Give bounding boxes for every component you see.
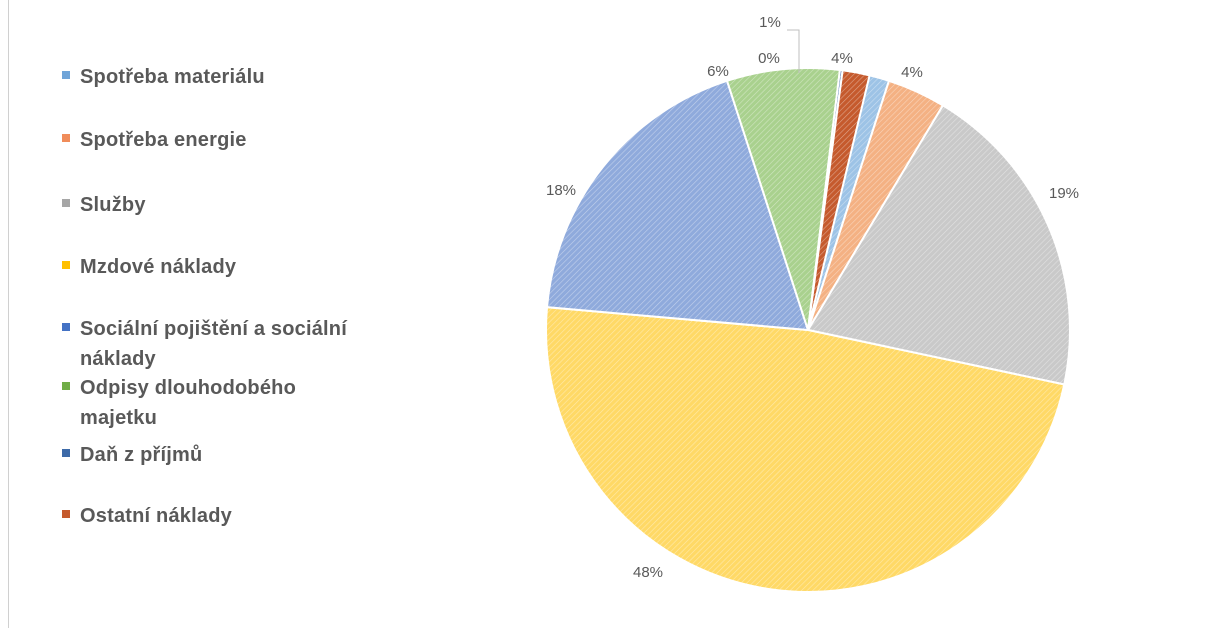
legend-label: Ostatní náklady (80, 505, 232, 527)
legend-item-dan-z-prijmu: Daň z příjmů (62, 440, 402, 470)
legend-swatch (62, 134, 70, 142)
legend-label: Mzdové náklady (80, 256, 237, 278)
data-label-socialni-pojisteni-a-socialni-naklady: 18% (546, 182, 576, 199)
legend-swatch (62, 261, 70, 269)
chart-frame-border (8, 0, 9, 628)
pie-data-labels: 4% 4% 19% 48% 18% 6% 0% 1% (546, 14, 1079, 581)
legend-swatch (62, 199, 70, 207)
legend-swatch (62, 323, 70, 331)
legend-swatch (62, 510, 70, 518)
legend-label: Spotřeba materiálu (80, 66, 265, 88)
label-leader-line (787, 29, 800, 73)
data-label-ostatni-naklady: 1% (759, 14, 781, 31)
pie-slice-ostatni-naklady (807, 69, 871, 331)
legend-label: Spotřeba energie (80, 129, 247, 151)
legend-item-mzdove-naklady: Mzdové náklady (62, 252, 402, 282)
data-label-dan-z-prijmu: 0% (758, 50, 780, 67)
pie-slice-odpisy-dlouhodobeho-majetku (725, 67, 842, 331)
legend-label: Sociální pojištění a sociální náklady (80, 318, 347, 370)
legend-label: Odpisy dlouhodobého majetku (80, 377, 296, 429)
legend-swatch (62, 449, 70, 457)
pie-slices (545, 66, 1071, 593)
data-label-spotreba-materialu: 4% (831, 50, 853, 67)
pie-slice-socialni-pojisteni-a-socialni-naklady (545, 79, 810, 332)
legend-item-spotreba-energie: Spotřeba energie (62, 125, 402, 155)
legend-label: Služby (80, 194, 146, 216)
legend-label: Daň z příjmů (80, 444, 203, 466)
legend-swatch (62, 71, 70, 79)
data-label-sluzby: 19% (1049, 185, 1079, 202)
legend-item-ostatni-naklady: Ostatní náklady (62, 501, 402, 531)
pie-slice-sluzby (806, 104, 1071, 386)
data-label-mzdove-naklady: 48% (633, 564, 663, 581)
legend-swatch (62, 382, 70, 390)
data-label-spotreba-energie: 4% (901, 64, 923, 81)
pie-slice-mzdove-naklady (545, 306, 1066, 593)
legend-item-socialni-pojisteni: Sociální pojištění a sociální náklady (62, 314, 402, 374)
legend-item-spotreba-materialu: Spotřeba materiálu (62, 62, 402, 92)
legend-item-sluzby: Služby (62, 190, 402, 220)
legend-item-odpisy: Odpisy dlouhodobého majetku (62, 373, 402, 433)
data-label-odpisy-dlouhodobeho-majetku: 6% (707, 63, 729, 80)
